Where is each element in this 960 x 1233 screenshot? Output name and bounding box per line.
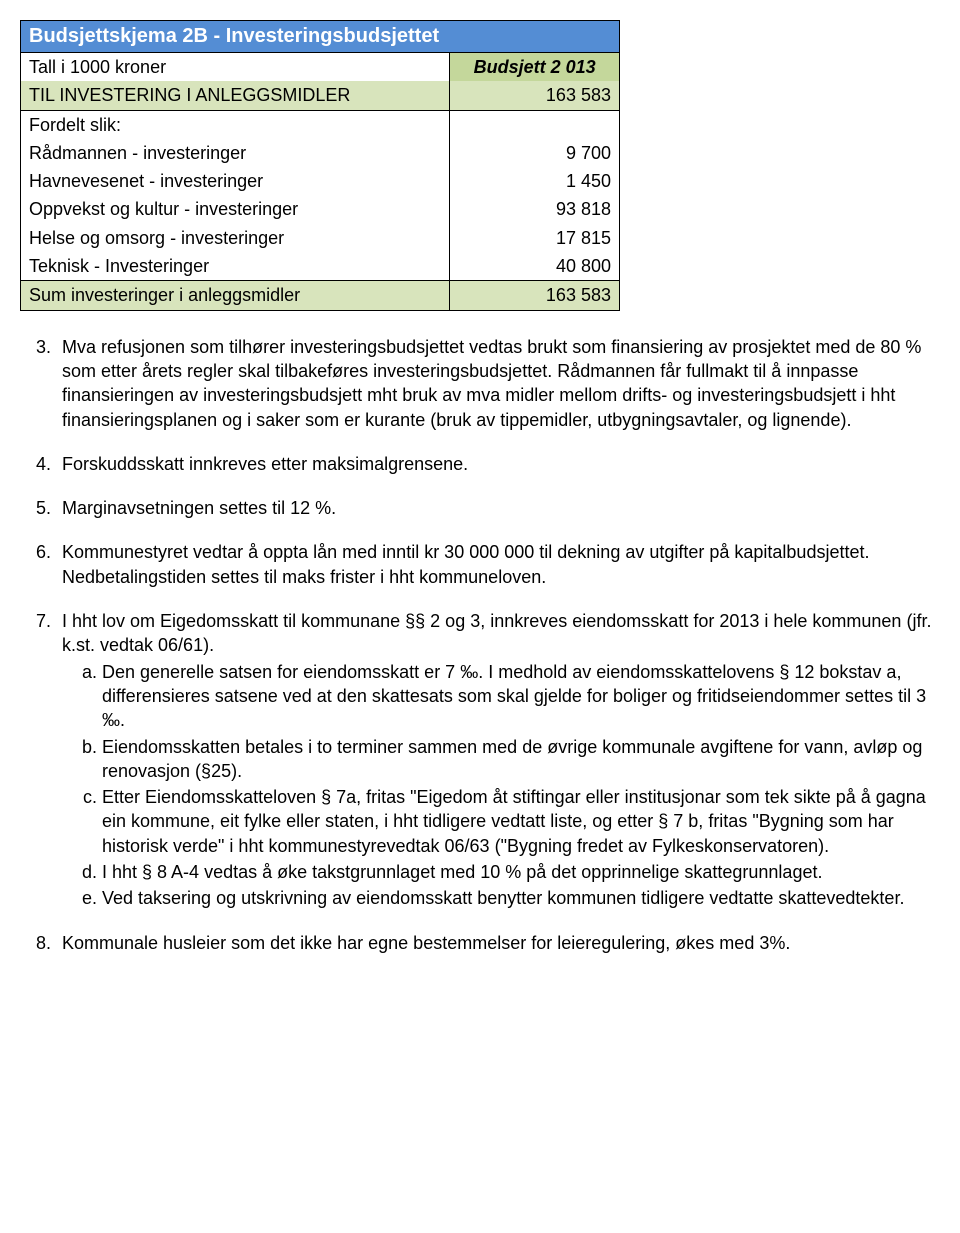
row-value: 1 450	[450, 167, 620, 195]
sub-list: Den generelle satsen for eiendomsskatt e…	[62, 660, 940, 911]
sum-value: 163 583	[450, 281, 620, 310]
table-title: Budsjettskjema 2B - Investeringsbudsjett…	[21, 21, 620, 53]
numbered-list: Mva refusjonen som tilhører investerings…	[20, 335, 940, 955]
list-item-6: Kommunestyret vedtar å oppta lån med inn…	[56, 540, 940, 589]
item-text: Kommunale husleier som det ikke har egne…	[62, 933, 790, 953]
list-item-4: Forskuddsskatt innkreves etter maksimalg…	[56, 452, 940, 476]
row-label: TIL INVESTERING I ANLEGGSMIDLER	[21, 81, 450, 110]
item-text: I hht lov om Eigedomsskatt til kommunane…	[62, 611, 931, 655]
sub-item-c: Etter Eiendomsskatteloven § 7a, fritas "…	[102, 785, 940, 858]
row-label: Oppvekst og kultur - investeringer	[21, 195, 450, 223]
row-label: Helse og omsorg - investeringer	[21, 224, 450, 252]
row-value: 93 818	[450, 195, 620, 223]
sub-item-e: Ved taksering og utskrivning av eiendoms…	[102, 886, 940, 910]
header-value: Budsjett 2 013	[450, 53, 620, 82]
row-value: 9 700	[450, 139, 620, 167]
sub-item-b: Eiendomsskatten betales i to terminer sa…	[102, 735, 940, 784]
sub-item-d: I hht § 8 A-4 vedtas å øke takstgrunnlag…	[102, 860, 940, 884]
row-value	[450, 110, 620, 139]
budget-table: Budsjettskjema 2B - Investeringsbudsjett…	[20, 20, 620, 311]
list-item-5: Marginavsetningen settes til 12 %.	[56, 496, 940, 520]
row-value: 163 583	[450, 81, 620, 110]
item-text: Marginavsetningen settes til 12 %.	[62, 498, 336, 518]
row-value: 40 800	[450, 252, 620, 281]
row-label: Rådmannen - investeringer	[21, 139, 450, 167]
row-label: Fordelt slik:	[21, 110, 450, 139]
list-item-7: I hht lov om Eigedomsskatt til kommunane…	[56, 609, 940, 911]
row-value: 17 815	[450, 224, 620, 252]
list-item-8: Kommunale husleier som det ikke har egne…	[56, 931, 940, 955]
item-text: Mva refusjonen som tilhører investerings…	[62, 337, 921, 430]
row-label: Teknisk - Investeringer	[21, 252, 450, 281]
item-text: Kommunestyret vedtar å oppta lån med inn…	[62, 542, 869, 586]
list-item-3: Mva refusjonen som tilhører investerings…	[56, 335, 940, 432]
sum-label: Sum investeringer i anleggsmidler	[21, 281, 450, 310]
sub-item-a: Den generelle satsen for eiendomsskatt e…	[102, 660, 940, 733]
row-label: Havnevesenet - investeringer	[21, 167, 450, 195]
item-text: Forskuddsskatt innkreves etter maksimalg…	[62, 454, 468, 474]
header-label: Tall i 1000 kroner	[21, 53, 450, 82]
